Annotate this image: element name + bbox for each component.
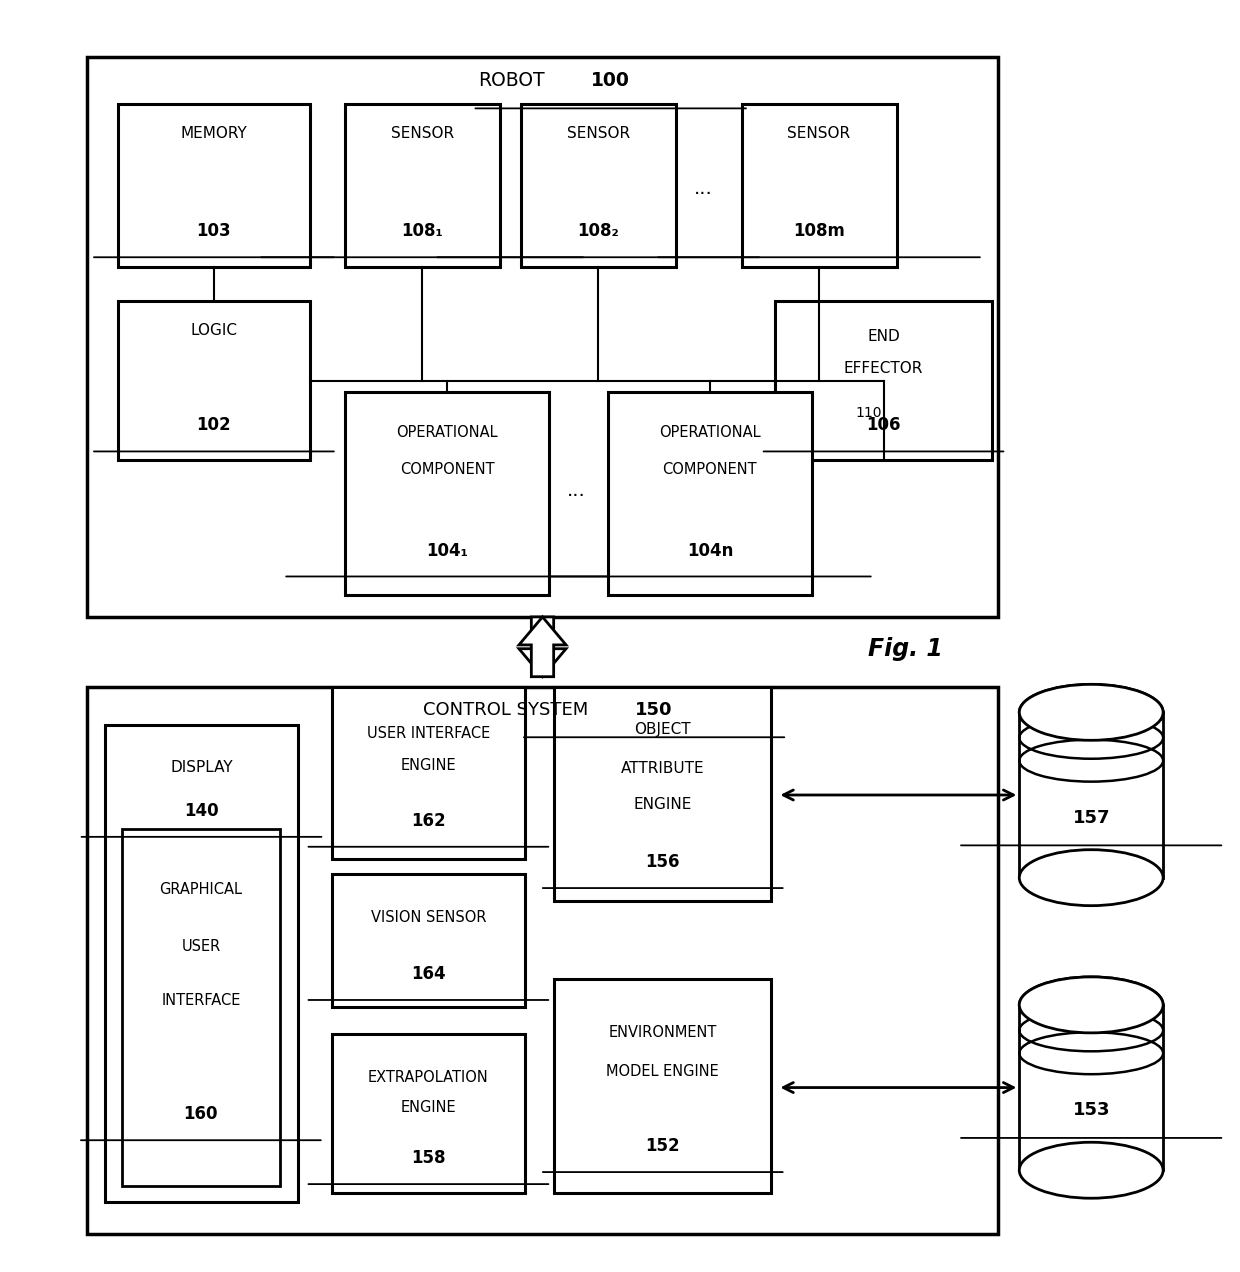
Text: 102: 102 [197,416,231,435]
Text: ROBOT: ROBOT [479,71,544,89]
Bar [345,104,500,267]
Polygon shape [518,617,567,677]
Bar [118,104,310,267]
Bar [105,725,298,1202]
Text: GRAPHICAL: GRAPHICAL [160,883,242,897]
Bar [87,687,998,1234]
Text: VISION SENSOR: VISION SENSOR [371,911,486,926]
Bar [122,829,280,1186]
Text: 157: 157 [1073,809,1110,827]
Ellipse shape [1019,684,1163,740]
Text: 152: 152 [646,1137,680,1155]
Text: SENSOR: SENSOR [391,126,454,141]
Text: ENGINE: ENGINE [401,758,456,773]
Text: ENVIRONMENT: ENVIRONMENT [609,1025,717,1040]
Text: 156: 156 [646,854,680,871]
Ellipse shape [1019,977,1163,1033]
Text: 100: 100 [591,71,630,89]
Bar [1019,1005,1163,1170]
Text: 104n: 104n [687,542,733,560]
Text: 103: 103 [197,223,231,240]
Text: 106: 106 [867,416,900,435]
Text: USER: USER [181,940,221,954]
Text: LOGIC: LOGIC [191,323,237,337]
Text: COMPONENT: COMPONENT [662,462,758,477]
Text: END: END [867,329,900,343]
Text: 164: 164 [412,965,445,983]
Bar [521,104,676,267]
Text: COMPONENT: COMPONENT [399,462,495,477]
Text: OBJECT: OBJECT [635,722,691,736]
Text: ENGINE: ENGINE [634,798,692,812]
Text: DISPLAY: DISPLAY [170,761,233,776]
Bar [87,57,998,617]
Bar [1022,1005,1161,1062]
Text: 104₁: 104₁ [427,542,467,560]
Text: USER INTERFACE: USER INTERFACE [367,726,490,740]
Text: 108m: 108m [794,223,844,240]
Text: MODEL ENGINE: MODEL ENGINE [606,1063,719,1079]
Bar [118,301,310,460]
Text: ENGINE: ENGINE [401,1100,456,1114]
Bar [608,392,812,595]
Text: EFFECTOR: EFFECTOR [843,361,924,375]
Bar [332,874,525,1007]
Text: SENSOR: SENSOR [787,126,851,141]
Text: SENSOR: SENSOR [567,126,630,141]
Text: 108₂: 108₂ [578,223,619,240]
Text: INTERFACE: INTERFACE [161,993,241,1007]
Text: 150: 150 [635,701,673,719]
Bar [332,687,525,859]
Bar [1019,712,1163,878]
Text: EXTRAPOLATION: EXTRAPOLATION [368,1070,489,1085]
Text: 108₁: 108₁ [402,223,443,240]
Text: CONTROL SYSTEM: CONTROL SYSTEM [423,701,588,719]
Text: Fig. 1: Fig. 1 [868,637,942,660]
Text: ...: ... [567,482,587,500]
Bar [554,979,771,1193]
Bar [742,104,897,267]
Bar [345,392,549,595]
Ellipse shape [1019,684,1163,740]
Text: 153: 153 [1073,1102,1110,1119]
Text: 140: 140 [185,801,218,820]
Text: 160: 160 [184,1105,218,1123]
Ellipse shape [1019,977,1163,1033]
Ellipse shape [1019,1142,1163,1198]
Text: OPERATIONAL: OPERATIONAL [397,425,497,440]
Bar [332,1034,525,1193]
Text: ...: ... [693,179,713,197]
Text: 110: 110 [856,406,882,420]
Text: OPERATIONAL: OPERATIONAL [660,425,760,440]
Bar [1022,712,1161,770]
Text: MEMORY: MEMORY [181,126,247,141]
Ellipse shape [1019,850,1163,906]
Polygon shape [518,617,567,677]
Bar [775,301,992,460]
Text: 162: 162 [412,812,445,829]
Text: ATTRIBUTE: ATTRIBUTE [621,761,704,776]
Bar [554,687,771,901]
Text: 158: 158 [412,1149,445,1168]
